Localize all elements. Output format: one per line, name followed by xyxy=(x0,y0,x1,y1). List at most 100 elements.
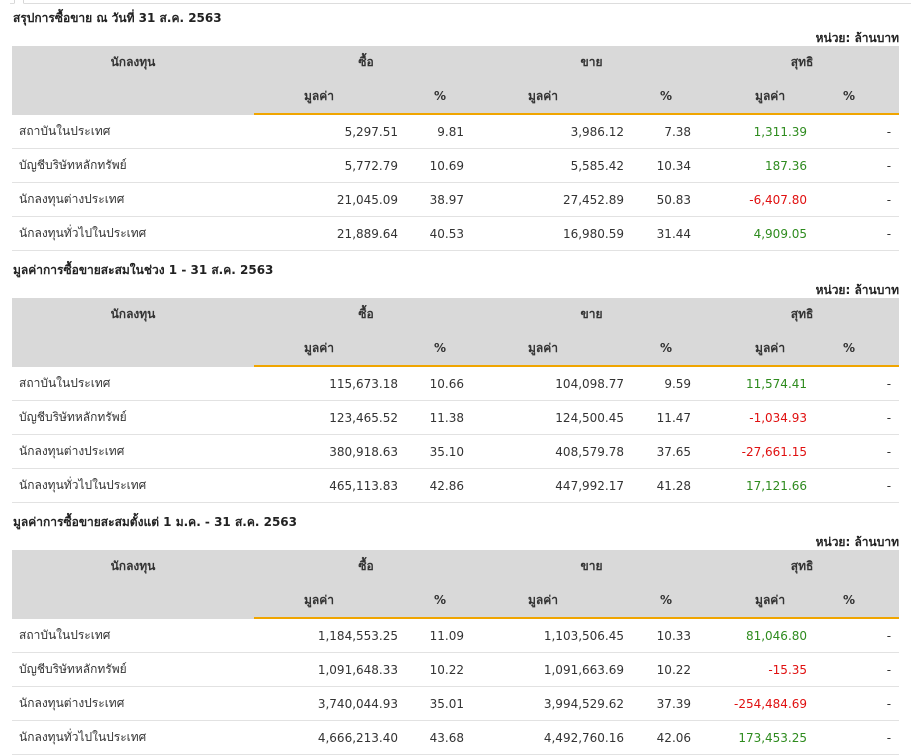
net-value: 4,909.05 xyxy=(705,216,818,251)
header-buy-pct: % xyxy=(408,79,479,115)
unit-label: หน่วย: ล้านบาท xyxy=(815,31,899,45)
header-investor: นักลงทุน xyxy=(12,298,254,331)
section-title: สรุปการซื้อขาย ณ วันที่ 31 ส.ค. 2563 xyxy=(13,11,222,25)
header-net: สุทธิ xyxy=(705,550,900,583)
investor-name: นักลงทุนทั่วไปในประเทศ xyxy=(12,468,254,503)
header-sell-pct: % xyxy=(634,331,706,367)
sell-percent: 42.06 xyxy=(634,720,706,755)
header-buy-value: มูลค่า xyxy=(254,583,408,619)
sell-value: 124,500.45 xyxy=(478,400,635,435)
buy-value: 5,772.79 xyxy=(254,148,408,183)
header-sell-pct: % xyxy=(634,79,706,115)
unit-label: หน่วย: ล้านบาท xyxy=(815,283,899,297)
header-net-value: มูลค่า xyxy=(705,583,818,619)
net-value: 173,453.25 xyxy=(705,720,818,755)
top-tab-edge xyxy=(14,0,24,4)
header-buy: ซื้อ xyxy=(254,298,479,331)
header-sell: ขาย xyxy=(478,46,706,79)
net-percent: - xyxy=(817,434,900,469)
header-blank xyxy=(12,583,254,619)
buy-value: 4,666,213.40 xyxy=(254,720,408,755)
net-percent: - xyxy=(817,686,900,721)
sell-value: 4,492,760.16 xyxy=(478,720,635,755)
buy-value: 115,673.18 xyxy=(254,366,408,401)
sell-percent: 10.34 xyxy=(634,148,706,183)
buy-value: 1,184,553.25 xyxy=(254,618,408,653)
sell-percent: 50.83 xyxy=(634,182,706,217)
summary-section-2: มูลค่าการซื้อขายสะสมในช่วง 1 - 31 ส.ค. 2… xyxy=(12,260,900,503)
net-value: -1,034.93 xyxy=(705,400,818,435)
net-value: 81,046.80 xyxy=(705,618,818,653)
net-value: -254,484.69 xyxy=(705,686,818,721)
buy-percent: 11.09 xyxy=(408,618,479,653)
buy-percent: 11.38 xyxy=(408,400,479,435)
sell-percent: 41.28 xyxy=(634,468,706,503)
buy-value: 123,465.52 xyxy=(254,400,408,435)
header-net-value: มูลค่า xyxy=(705,331,818,367)
table-row: นักลงทุนทั่วไปในประเทศ 4,666,213.40 43.6… xyxy=(12,720,900,755)
table-row: บัญชีบริษัทหลักทรัพย์ 1,091,648.33 10.22… xyxy=(12,652,900,687)
table-row: นักลงทุนต่างประเทศ 380,918.63 35.10 408,… xyxy=(12,434,900,469)
net-percent: - xyxy=(817,182,900,217)
buy-value: 3,740,044.93 xyxy=(254,686,408,721)
sell-percent: 7.38 xyxy=(634,114,706,149)
table-row: บัญชีบริษัทหลักทรัพย์ 5,772.79 10.69 5,5… xyxy=(12,148,900,183)
header-buy-pct: % xyxy=(408,331,479,367)
header-sell-value: มูลค่า xyxy=(478,79,635,115)
net-percent: - xyxy=(817,652,900,687)
net-percent: - xyxy=(817,468,900,503)
header-net-pct: % xyxy=(817,79,900,115)
investor-name: บัญชีบริษัทหลักทรัพย์ xyxy=(12,400,254,435)
investor-name: นักลงทุนต่างประเทศ xyxy=(12,182,254,217)
net-percent: - xyxy=(817,216,900,251)
sell-value: 1,091,663.69 xyxy=(478,652,635,687)
header-blank xyxy=(12,331,254,367)
sell-percent: 10.33 xyxy=(634,618,706,653)
header-sell-value: มูลค่า xyxy=(478,583,635,619)
investor-name: นักลงทุนต่างประเทศ xyxy=(12,686,254,721)
sell-percent: 31.44 xyxy=(634,216,706,251)
buy-percent: 10.22 xyxy=(408,652,479,687)
buy-percent: 38.97 xyxy=(408,182,479,217)
table-row: สถาบันในประเทศ 5,297.51 9.81 3,986.12 7.… xyxy=(12,114,900,149)
buy-value: 380,918.63 xyxy=(254,434,408,469)
table-row: บัญชีบริษัทหลักทรัพย์ 123,465.52 11.38 1… xyxy=(12,400,900,435)
table-row: นักลงทุนต่างประเทศ 21,045.09 38.97 27,45… xyxy=(12,182,900,217)
sell-value: 5,585.42 xyxy=(478,148,635,183)
net-value: -6,407.80 xyxy=(705,182,818,217)
buy-percent: 35.10 xyxy=(408,434,479,469)
sell-percent: 11.47 xyxy=(634,400,706,435)
header-net: สุทธิ xyxy=(705,298,900,331)
buy-value: 21,045.09 xyxy=(254,182,408,217)
header-sell: ขาย xyxy=(478,298,706,331)
investor-name: นักลงทุนต่างประเทศ xyxy=(12,434,254,469)
buy-percent: 10.69 xyxy=(408,148,479,183)
sell-percent: 9.59 xyxy=(634,366,706,401)
net-value: -27,661.15 xyxy=(705,434,818,469)
investor-name: สถาบันในประเทศ xyxy=(12,114,254,149)
net-value: 11,574.41 xyxy=(705,366,818,401)
buy-percent: 10.66 xyxy=(408,366,479,401)
buy-percent: 43.68 xyxy=(408,720,479,755)
investor-name: สถาบันในประเทศ xyxy=(12,366,254,401)
summary-section-3: มูลค่าการซื้อขายสะสมตั้งแต่ 1 ม.ค. - 31 … xyxy=(12,512,900,755)
net-percent: - xyxy=(817,114,900,149)
sell-percent: 37.39 xyxy=(634,686,706,721)
net-value: -15.35 xyxy=(705,652,818,687)
unit-label: หน่วย: ล้านบาท xyxy=(815,535,899,549)
sell-percent: 10.22 xyxy=(634,652,706,687)
sell-value: 104,098.77 xyxy=(478,366,635,401)
header-sell: ขาย xyxy=(478,550,706,583)
header-sell-value: มูลค่า xyxy=(478,331,635,367)
buy-percent: 9.81 xyxy=(408,114,479,149)
header-blank xyxy=(12,79,254,115)
trading-table: นักลงทุน ซื้อ ขาย สุทธิ มูลค่า % มูลค่า … xyxy=(12,298,900,503)
header-net-pct: % xyxy=(817,583,900,619)
header-investor: นักลงทุน xyxy=(12,46,254,79)
top-divider xyxy=(10,3,911,4)
header-buy-pct: % xyxy=(408,583,479,619)
table-row: สถาบันในประเทศ 1,184,553.25 11.09 1,103,… xyxy=(12,618,900,653)
investor-name: นักลงทุนทั่วไปในประเทศ xyxy=(12,216,254,251)
header-buy: ซื้อ xyxy=(254,550,479,583)
net-percent: - xyxy=(817,618,900,653)
